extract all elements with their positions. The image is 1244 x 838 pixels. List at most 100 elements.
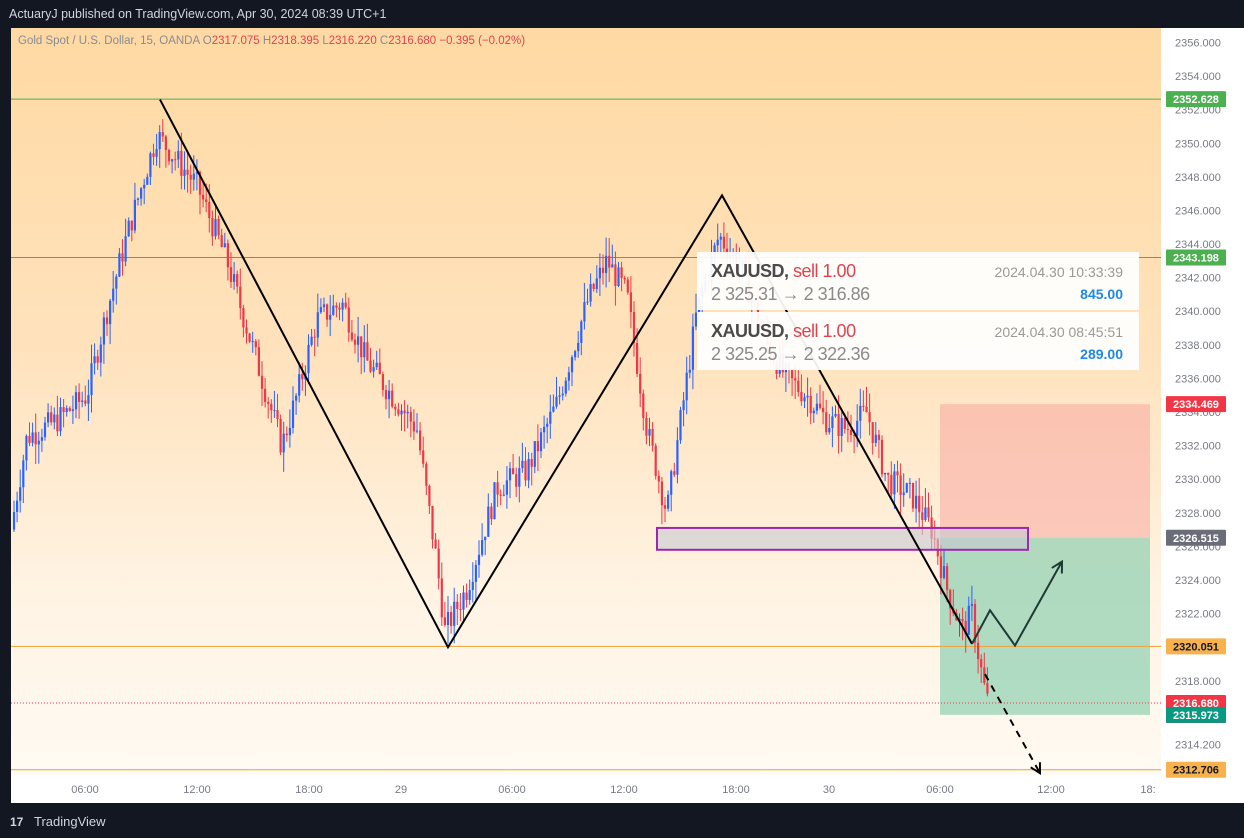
candle-body — [555, 396, 558, 407]
candle-body — [211, 218, 214, 237]
candle-body — [949, 589, 952, 609]
candle-body — [589, 284, 592, 302]
candle-body — [415, 430, 419, 432]
candle-body — [577, 342, 580, 352]
candle-body — [257, 347, 260, 376]
candle-body — [74, 392, 78, 410]
candle-body — [239, 286, 242, 309]
candle-body — [474, 564, 477, 582]
time-axis[interactable] — [11, 775, 1244, 803]
candle-body — [260, 375, 264, 389]
candle-body — [629, 292, 632, 313]
candle-body — [437, 548, 440, 579]
candle-body — [843, 417, 846, 430]
candle-body — [884, 472, 887, 475]
dashed-projection — [984, 673, 1041, 774]
candle-body — [171, 159, 174, 162]
price-badge-label: 2352.628 — [1173, 94, 1219, 106]
candle-body — [50, 412, 53, 423]
candle-body — [360, 336, 363, 358]
candle-body — [431, 505, 434, 540]
candle-body — [546, 423, 549, 427]
candle-body — [595, 278, 598, 290]
trade-2-prices: 2 325.25 → 2 322.36 — [711, 344, 870, 364]
candle-body — [189, 174, 192, 180]
y-tick-label: 2328.000 — [1175, 508, 1221, 520]
candle-body — [202, 194, 205, 200]
candle-body — [174, 159, 177, 161]
candle-body — [428, 485, 431, 506]
trade-1-prices: 2 325.31 → 2 316.86 — [711, 284, 870, 304]
publisher-bar: ActuaryJ published on TradingView.com, A… — [0, 0, 1244, 28]
candle-body — [459, 609, 462, 611]
candle-body — [856, 420, 859, 436]
candle-body — [465, 592, 468, 600]
trade-card-2[interactable]: XAUUSD, sell 1.00 2 325.25 → 2 322.36 20… — [697, 312, 1139, 370]
candle-body — [121, 253, 124, 262]
candle-body — [496, 482, 499, 495]
candle-body — [59, 407, 62, 432]
tradingview-logo-icon[interactable]: 17 — [10, 815, 24, 829]
candle-body — [921, 512, 924, 520]
candle-body — [65, 408, 68, 413]
candle-body — [375, 362, 378, 368]
x-tick-label: 29 — [395, 784, 407, 796]
candle-body — [967, 605, 970, 635]
candle-body — [329, 314, 332, 320]
candle-body — [273, 410, 276, 412]
candle-body — [422, 450, 425, 464]
candle-body — [12, 511, 16, 530]
candle-body — [549, 411, 552, 424]
legend-open-label: O — [202, 35, 212, 47]
trade-card-1[interactable]: XAUUSD, sell 1.00 2 325.31 → 2 316.86 20… — [697, 252, 1139, 310]
candle-body — [896, 471, 899, 476]
candle-body — [663, 505, 667, 509]
candle-body — [229, 267, 233, 282]
candle-body — [282, 433, 285, 453]
candle-body — [583, 302, 586, 322]
price-badge: 2352.628 — [1166, 91, 1226, 108]
candle-body — [654, 445, 657, 476]
candle-body — [477, 554, 481, 565]
candle-body — [143, 184, 146, 189]
candle-body — [620, 267, 623, 278]
candle-body — [279, 418, 282, 453]
candle-body — [146, 176, 149, 185]
price-badge-bg — [1166, 91, 1226, 108]
candle-body — [853, 435, 856, 437]
y-tick-label: 2346.000 — [1175, 205, 1221, 217]
candle-body — [344, 302, 347, 308]
candle-body — [186, 169, 189, 175]
candle-body — [691, 326, 694, 370]
price-badge: 2343.198 — [1166, 249, 1226, 266]
candle-body — [670, 471, 673, 495]
candle-body — [964, 620, 967, 635]
candle-body — [530, 459, 533, 467]
candle-body — [676, 440, 679, 475]
price-badge-label: 2343.198 — [1173, 253, 1219, 265]
candle-body — [353, 339, 357, 345]
candle-body — [939, 556, 942, 579]
candle-body — [512, 468, 515, 475]
candle-body — [28, 435, 31, 443]
footer-brand[interactable]: TradingView — [34, 814, 106, 829]
candle-body — [198, 172, 202, 195]
candle-body — [40, 437, 43, 441]
candle-body — [140, 188, 143, 199]
legend-symbol: Gold Spot / U.S. Dollar, 15, OANDA — [18, 35, 200, 47]
candle-body — [223, 243, 226, 248]
candle-body — [177, 150, 180, 160]
candle-body — [384, 389, 388, 400]
candle-body — [391, 390, 394, 407]
candle-body — [288, 427, 291, 436]
candle-body — [645, 418, 648, 436]
candle-body — [973, 604, 977, 643]
candle-body — [983, 667, 986, 683]
candle-body — [887, 472, 890, 475]
candle-body — [363, 342, 366, 358]
candle-body — [893, 471, 896, 495]
candle-body — [68, 408, 71, 411]
trade-1-symbol: XAUUSD, — [711, 261, 789, 281]
candle-body — [660, 481, 663, 506]
candle-body — [667, 494, 670, 509]
